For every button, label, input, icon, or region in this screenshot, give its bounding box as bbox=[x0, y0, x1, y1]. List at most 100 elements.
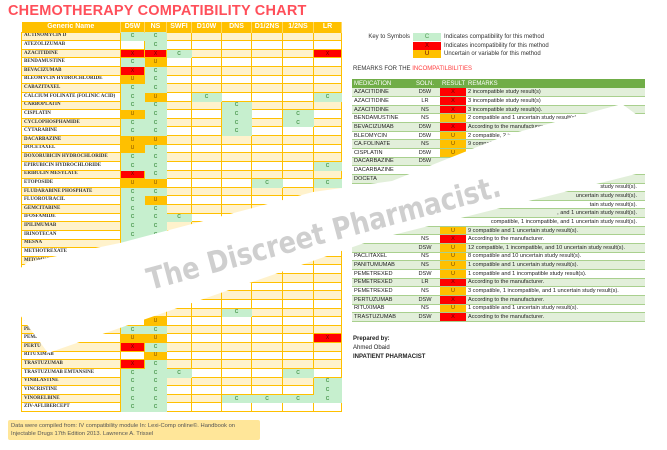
table-row: ERIBULIN MESYLATE X C bbox=[21, 169, 342, 180]
compatibility-cell bbox=[251, 264, 283, 274]
compatibility-cell: C bbox=[251, 178, 283, 188]
key-item: X Indicates incompatibility for this meth… bbox=[366, 41, 549, 51]
compatibility-cell bbox=[282, 100, 314, 111]
compatibility-cell: U bbox=[144, 316, 167, 326]
compatibility-cell: U bbox=[120, 333, 145, 343]
drug-name: MESNA bbox=[21, 238, 121, 249]
compatibility-cell bbox=[120, 316, 145, 326]
compatibility-cell bbox=[221, 160, 252, 171]
compatibility-cell bbox=[251, 255, 283, 266]
column-header: LR bbox=[313, 22, 342, 32]
key-swatch: C bbox=[413, 33, 441, 42]
compatibility-cell bbox=[191, 221, 222, 231]
compatibility-cell bbox=[282, 350, 314, 361]
compatibility-cell bbox=[282, 324, 314, 335]
table-row: CYCLOPHOSPHAMIDE C C C C bbox=[21, 117, 342, 128]
compatibility-cell bbox=[120, 247, 145, 257]
compatibility-cell bbox=[221, 83, 252, 93]
table-row: C bbox=[21, 281, 342, 292]
compatibility-cell bbox=[191, 40, 222, 50]
compatibility-cell: C bbox=[144, 143, 167, 154]
compatibility-cell: X bbox=[313, 333, 342, 343]
compatibility-cell bbox=[144, 273, 167, 283]
compatibility-cell bbox=[251, 100, 283, 111]
compatibility-cell: C bbox=[120, 229, 145, 240]
compatibility-cell bbox=[191, 255, 222, 266]
result-cell bbox=[440, 208, 466, 219]
compatibility-cell bbox=[144, 255, 167, 266]
compatibility-cell: X bbox=[120, 342, 145, 352]
compatibility-cell bbox=[221, 324, 252, 335]
compatibility-cell bbox=[313, 66, 342, 76]
remarks-title: REMARKS FOR THE INCOMPATILBILITIES bbox=[353, 66, 472, 72]
medication-cell bbox=[352, 243, 410, 253]
compatibility-cell bbox=[166, 160, 192, 171]
compatibility-cell bbox=[166, 74, 192, 85]
result-cell: X bbox=[440, 278, 466, 288]
compatibility-cell bbox=[282, 273, 314, 283]
compatibility-cell bbox=[166, 195, 192, 205]
table-row: CALCIUM FOLINATE (FOLINIC ACID) C U C C bbox=[21, 91, 342, 102]
drug-name: C bbox=[21, 281, 121, 292]
compatibility-cell bbox=[166, 57, 192, 67]
remarks-row: study result(s). bbox=[352, 183, 645, 193]
medication-cell: PACLITAXEL bbox=[352, 252, 410, 262]
table-row: EPIRUBICIN HYDROCHLORIDE C C C bbox=[21, 160, 342, 171]
result-cell bbox=[440, 191, 466, 201]
drug-name: DACARBAZINE bbox=[21, 135, 121, 145]
column-header: DNS bbox=[221, 22, 252, 32]
column-header: NS bbox=[144, 22, 167, 32]
compatibility-cell bbox=[251, 48, 283, 59]
compatibility-cell bbox=[251, 316, 283, 326]
compatibility-cell bbox=[221, 91, 252, 102]
drug-name: PEME bbox=[21, 324, 121, 335]
compatibility-cell bbox=[191, 186, 222, 197]
result-cell bbox=[440, 200, 466, 210]
medication-cell: BENDAMUSTINE bbox=[352, 113, 410, 124]
compatibility-cell bbox=[221, 229, 252, 240]
compatibility-cell bbox=[313, 290, 342, 300]
remark-cell: According to the manufacturer. bbox=[466, 278, 645, 288]
compatibility-cell bbox=[313, 109, 342, 119]
compatibility-cell bbox=[251, 143, 283, 154]
compatibility-cell bbox=[120, 307, 145, 318]
result-cell: U bbox=[440, 148, 466, 158]
key-swatch: X bbox=[413, 41, 441, 50]
drug-name: O bbox=[21, 290, 121, 300]
compatibility-cell bbox=[313, 204, 342, 214]
table-row: GEMCITABINE C C bbox=[21, 204, 342, 214]
compatibility-cell bbox=[251, 74, 283, 85]
table-row: METHOTREXATE bbox=[21, 247, 342, 257]
compatibility-cell: U bbox=[120, 74, 145, 85]
compatibility-cell bbox=[282, 74, 314, 85]
compatibility-cell bbox=[191, 264, 222, 274]
remark-cell: 2 compatible, 2 inco bbox=[466, 131, 645, 141]
drug-name: MITOMYCIN-C bbox=[21, 255, 121, 266]
compatibility-cell bbox=[191, 31, 222, 42]
compatibility-cell bbox=[221, 333, 252, 343]
compatibility-cell bbox=[221, 298, 252, 309]
compatibility-cell: U bbox=[144, 195, 167, 205]
remark-cell: 8 compatible and 10 uncertain study resu… bbox=[466, 252, 645, 262]
compatibility-cell bbox=[221, 255, 252, 266]
compatibility-cell bbox=[221, 57, 252, 67]
compatibility-cell bbox=[282, 143, 314, 154]
compatibility-cell: X bbox=[120, 48, 145, 59]
compatibility-cell bbox=[166, 204, 192, 214]
result-cell: U bbox=[440, 243, 466, 253]
medication-cell: BEVACIZUMAB bbox=[352, 122, 410, 132]
compatibility-cell: C bbox=[120, 376, 145, 387]
compatibility-cell bbox=[144, 307, 167, 318]
preparer-role: INPATIENT PHARMACIST bbox=[353, 354, 426, 360]
remarks-row: DACARBAZINE D5W bbox=[352, 157, 645, 167]
compatibility-cell: C bbox=[120, 393, 145, 404]
result-cell: X bbox=[440, 105, 466, 115]
compatibility-cell: U bbox=[120, 135, 145, 145]
drug-name: PERTU bbox=[21, 342, 121, 352]
remark-cell: uncertain study result(s). bbox=[466, 191, 645, 201]
table-row: DOXORUBICIN HYDROCHLORIDE C C bbox=[21, 152, 342, 162]
compatibility-cell bbox=[251, 367, 283, 378]
compatibility-cell bbox=[166, 135, 192, 145]
medication-cell: AZACITIDINE bbox=[352, 96, 410, 106]
compatibility-cell bbox=[313, 221, 342, 231]
